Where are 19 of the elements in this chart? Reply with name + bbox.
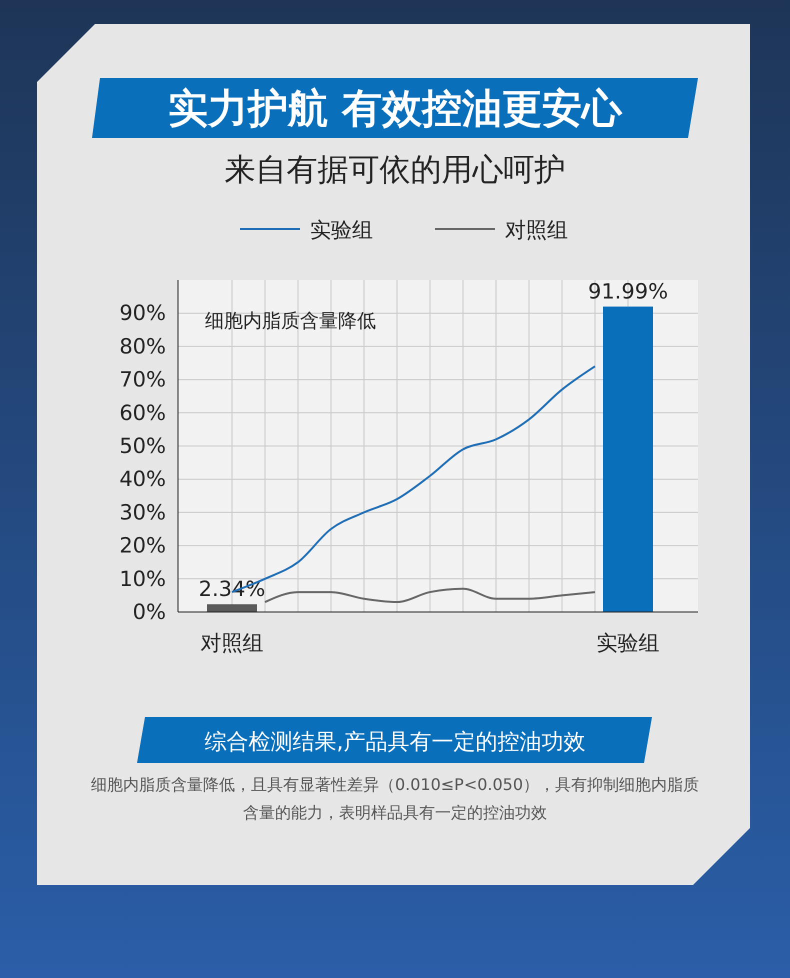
y-tick-label: 70%	[119, 368, 166, 392]
text: 综合检测结果,产品具有一定的控油功效	[204, 730, 586, 755]
chart-subtitle: 来自有据可依的用心呵护	[224, 152, 566, 188]
y-tick-label: 30%	[119, 500, 166, 524]
data-label: 91.99%	[588, 280, 668, 304]
line-series	[264, 588, 596, 604]
legend-label: 对照组	[505, 218, 568, 242]
y-tick-label: 60%	[119, 400, 166, 425]
text: 细胞内脂质含量降低，且具有显著性差异（0.010≤P<0.050），具有抑制细胞内脂质含量的能力，表明样品具有一定的控油功效	[90, 775, 700, 822]
y-tick-label: 20%	[119, 534, 166, 558]
y-tick-label: 0%	[132, 600, 166, 624]
y-tick-label: 90%	[119, 301, 166, 326]
y-tick-label: 40%	[119, 467, 166, 492]
legend-label: 实验组	[310, 218, 373, 242]
chart-title: 实力护航 有效控油更安心	[168, 86, 623, 132]
y-tick-label: 80%	[119, 334, 166, 358]
y-tick-label: 10%	[119, 566, 166, 591]
y-tick-label: 50%	[119, 434, 166, 458]
annotation: 细胞内脂质含量降低	[205, 310, 376, 332]
